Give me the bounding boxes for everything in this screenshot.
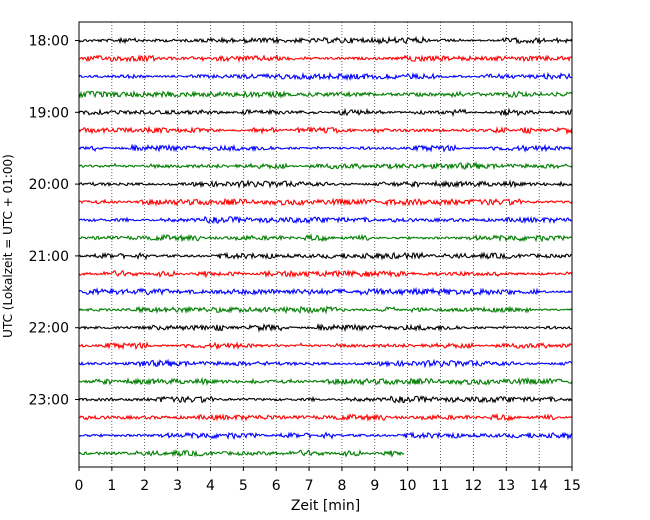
y-tick-label: 20:00 — [29, 177, 69, 193]
trace-row-2100 — [78, 251, 573, 261]
y-tick-label: 23:00 — [29, 393, 69, 409]
x-tick-label: 4 — [206, 478, 215, 494]
trace-row-2045 — [78, 233, 573, 243]
trace-row-1945 — [78, 161, 573, 171]
trace-row-2345 — [78, 448, 405, 458]
trace-row-1815 — [78, 54, 573, 63]
x-tick-label: 1 — [107, 478, 116, 494]
tick-layer: 0 1 2 3 4 5 6 7 8 9 10 11 12 13 14 1518:0019:0020:0021:… — [29, 34, 581, 495]
x-tick-label: 14 — [530, 478, 548, 494]
trace-row-1830 — [78, 71, 573, 82]
trace-row-2245 — [78, 376, 573, 387]
x-tick-label: 15 — [563, 478, 581, 494]
x-tick-label: 13 — [497, 478, 515, 494]
y-tick-label: 21:00 — [29, 249, 69, 265]
trace-row-2330 — [78, 431, 573, 441]
x-tick-label: 7 — [305, 478, 314, 494]
trace-row-2200 — [78, 322, 573, 333]
x-tick-label: 6 — [272, 478, 281, 494]
trace-layer — [78, 35, 573, 458]
trace-row-1930 — [78, 143, 573, 153]
x-tick-label: 12 — [464, 478, 482, 494]
x-tick-label: 3 — [173, 478, 182, 494]
y-axis-title: UTC (Lokalzeit = UTC + 01:00) — [1, 154, 15, 338]
y-tick-label: 19:00 — [29, 105, 69, 121]
x-tick-label: 8 — [337, 478, 346, 494]
x-tick-label: 10 — [399, 478, 417, 494]
y-tick-label: 18:00 — [29, 34, 69, 50]
trace-row-2130 — [78, 287, 573, 297]
plot-frame — [78, 21, 573, 468]
x-tick-label: 11 — [432, 478, 450, 494]
x-tick-label: 0 — [75, 478, 84, 494]
trace-row-1915 — [78, 125, 573, 136]
x-tick-label: 2 — [140, 478, 149, 494]
trace-row-2230 — [78, 358, 573, 369]
trace-row-2300 — [78, 395, 573, 404]
y-tick-label: 22:00 — [29, 321, 69, 337]
x-axis-title: Zeit [min] — [291, 498, 360, 514]
trace-row-2000 — [78, 179, 573, 189]
trace-row-2015 — [78, 197, 573, 207]
trace-row-1900 — [78, 107, 573, 117]
x-tick-label: 5 — [239, 478, 248, 494]
trace-row-2315 — [78, 412, 573, 423]
trace-row-2215 — [78, 341, 573, 351]
x-tick-label: 9 — [370, 478, 379, 494]
trace-row-2145 — [78, 305, 573, 315]
trace-row-2115 — [78, 269, 573, 279]
trace-row-2030 — [78, 215, 573, 225]
grid-layer — [111, 22, 540, 467]
trace-row-1800 — [78, 35, 573, 46]
trace-row-1845 — [78, 89, 573, 99]
